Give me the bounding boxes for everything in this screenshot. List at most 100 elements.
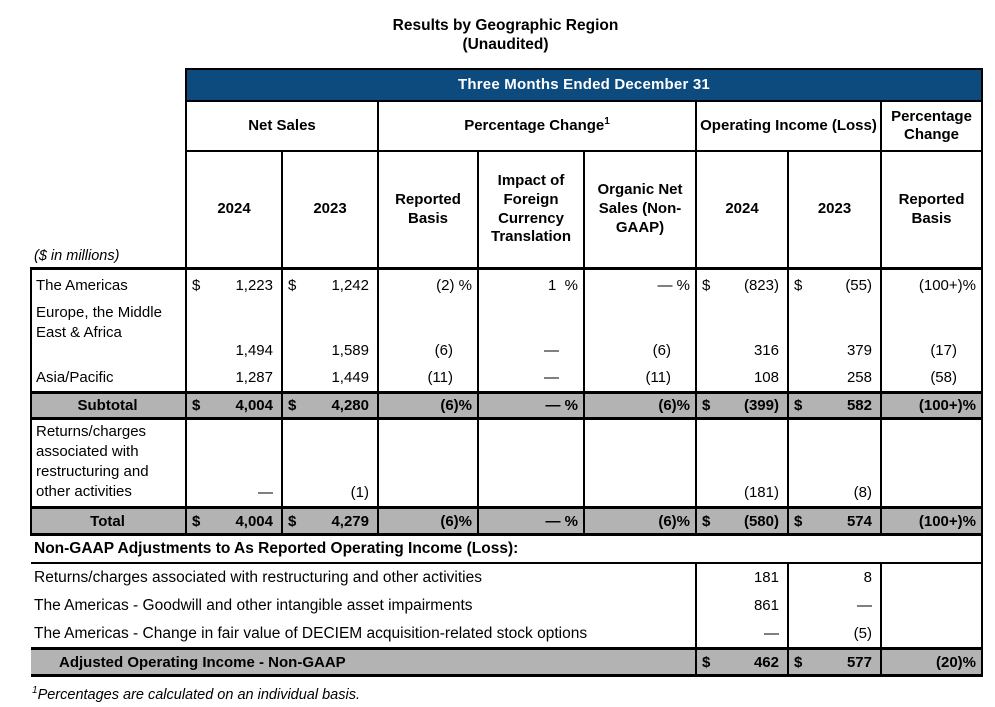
data-cell: (58)	[880, 363, 983, 393]
currency-symbol: $	[288, 397, 297, 415]
units-note: ($ in millions)	[34, 248, 120, 265]
data-cell: 1,589	[281, 300, 379, 364]
data-cell: $462	[695, 647, 789, 678]
col-header-oi-2024: 2024	[695, 149, 789, 270]
page-title-line2: (Unaudited)	[462, 36, 549, 54]
data-cell: $582	[787, 391, 882, 421]
table-row-emea: Europe, the Middle East & Africa 1,494 1…	[30, 300, 983, 364]
col-header-ns-2024: 2024	[185, 149, 283, 270]
data-cell: (6)%	[377, 506, 479, 537]
data-cell: —	[477, 300, 585, 364]
data-cell: 1,449	[281, 363, 379, 393]
data-cell: (17)	[880, 300, 983, 364]
data-cell: (100+)%	[880, 506, 983, 537]
table-row-adjustment: The Americas - Change in fair value of D…	[31, 619, 983, 649]
currency-symbol: $	[288, 512, 297, 530]
currency-symbol: $	[702, 397, 711, 415]
data-cell: 316	[695, 300, 789, 364]
data-cell: (2) %	[377, 267, 479, 301]
currency-symbol: $	[702, 277, 711, 294]
table-row-adjustment: The Americas - Goodwill and other intang…	[31, 591, 983, 620]
data-cell: 861	[695, 591, 789, 620]
table-row-total: Total $4,004 $4,279 (6)% — % (6)% $ (580)…	[30, 506, 983, 537]
currency-symbol: $	[288, 277, 297, 294]
group-header-net-sales: Net Sales	[185, 99, 379, 152]
data-cell: — %	[477, 391, 585, 421]
footnote: 1Percentages are calculated on an indivi…	[32, 685, 995, 703]
data-cell: (100+)%	[880, 391, 983, 421]
data-cell: (6)	[377, 300, 479, 364]
group-header-label: Percentage Change	[464, 117, 605, 135]
data-cell	[477, 418, 585, 508]
data-cell: — %	[583, 267, 697, 301]
currency-symbol: $	[794, 397, 803, 415]
currency-symbol: $	[794, 277, 803, 294]
data-cell: (5)	[787, 619, 882, 649]
currency-symbol: $	[794, 512, 803, 530]
col-header-oi-2023: 2023	[787, 149, 882, 270]
data-cell: $4,279	[281, 506, 379, 537]
data-cell: (1)	[281, 418, 379, 508]
data-cell: $ (823)	[695, 267, 789, 301]
data-cell: 1,494	[185, 300, 283, 364]
row-label: The Americas - Change in fair value of D…	[34, 624, 588, 642]
currency-symbol: $	[702, 653, 711, 671]
data-cell: (100+)%	[880, 267, 983, 301]
row-label: Europe, the Middle East & Africa	[30, 300, 187, 364]
table-row-asia-pacific: Asia/Pacific 1,287 1,449 (11) — (11) 108…	[30, 363, 983, 393]
table-row: Three Months Ended December 31	[31, 67, 983, 102]
table-row: Net Sales Percentage Change1 Operating I…	[31, 99, 983, 152]
data-cell	[583, 418, 697, 508]
row-label: Asia/Pacific	[30, 363, 187, 393]
data-cell: (6)	[583, 300, 697, 364]
data-cell: (6)%	[583, 506, 697, 537]
table-row-adjustment: Returns/charges associated with restruct…	[31, 562, 983, 592]
data-cell: (8)	[787, 418, 882, 508]
data-cell: (11)	[583, 363, 697, 393]
footnote-marker: 1	[32, 685, 38, 697]
page-title: Results by Geographic Region (Unaudited)	[30, 0, 981, 55]
row-label: Returns/charges associated with restruct…	[30, 418, 187, 508]
currency-symbol: $	[192, 397, 201, 415]
page-title-line1: Results by Geographic Region	[392, 17, 619, 34]
data-cell: $1,242	[281, 267, 379, 301]
data-cell: —	[787, 591, 882, 620]
group-header-percentage-change: Percentage Change1	[377, 99, 697, 152]
footnote-text: Percentages are calculated on an individ…	[37, 687, 360, 704]
table-banner: Three Months Ended December 31	[185, 67, 983, 102]
data-cell: $ (399)	[695, 391, 789, 421]
group-header-percentage-change-2: Percentage Change	[880, 99, 983, 152]
table-row-non-gaap-header: Non-GAAP Adjustments to As Reported Oper…	[31, 534, 983, 564]
data-cell: 1,287	[185, 363, 283, 393]
row-label: The Americas - Goodwill and other intang…	[34, 596, 473, 614]
data-cell	[880, 562, 983, 592]
data-cell: 108	[695, 363, 789, 393]
row-label: Returns/charges associated with restruct…	[34, 568, 482, 586]
footnote-marker: 1	[604, 116, 610, 128]
group-header-operating-income: Operating Income (Loss)	[695, 99, 882, 152]
data-cell: —	[695, 619, 789, 649]
data-cell	[880, 418, 983, 508]
data-cell: 258	[787, 363, 882, 393]
data-cell: $ (580)	[695, 506, 789, 537]
data-cell: (20)%	[880, 647, 983, 678]
row-label: Total	[30, 506, 187, 537]
data-cell	[377, 418, 479, 508]
data-cell: 8	[787, 562, 882, 592]
data-cell: $4,280	[281, 391, 379, 421]
data-cell: $4,004	[185, 506, 283, 537]
data-cell: (6)%	[377, 391, 479, 421]
data-cell: — %	[477, 506, 585, 537]
table-row-returns-charges: Returns/charges associated with restruct…	[30, 418, 983, 508]
table-row-americas: The Americas $1,223 $1,242 (2) % 1 % — %…	[30, 267, 983, 301]
data-cell: 1 %	[477, 267, 585, 301]
data-cell: $ (55)	[787, 267, 882, 301]
currency-symbol: $	[702, 512, 711, 530]
currency-symbol: $	[794, 653, 803, 671]
col-header-fx-impact: Impact of Foreign Currency Translation	[477, 149, 585, 270]
currency-symbol: $	[192, 512, 201, 530]
data-cell: (11)	[377, 363, 479, 393]
col-header-organic: Organic Net Sales (Non-GAAP)	[583, 149, 697, 270]
data-cell: 181	[695, 562, 789, 592]
